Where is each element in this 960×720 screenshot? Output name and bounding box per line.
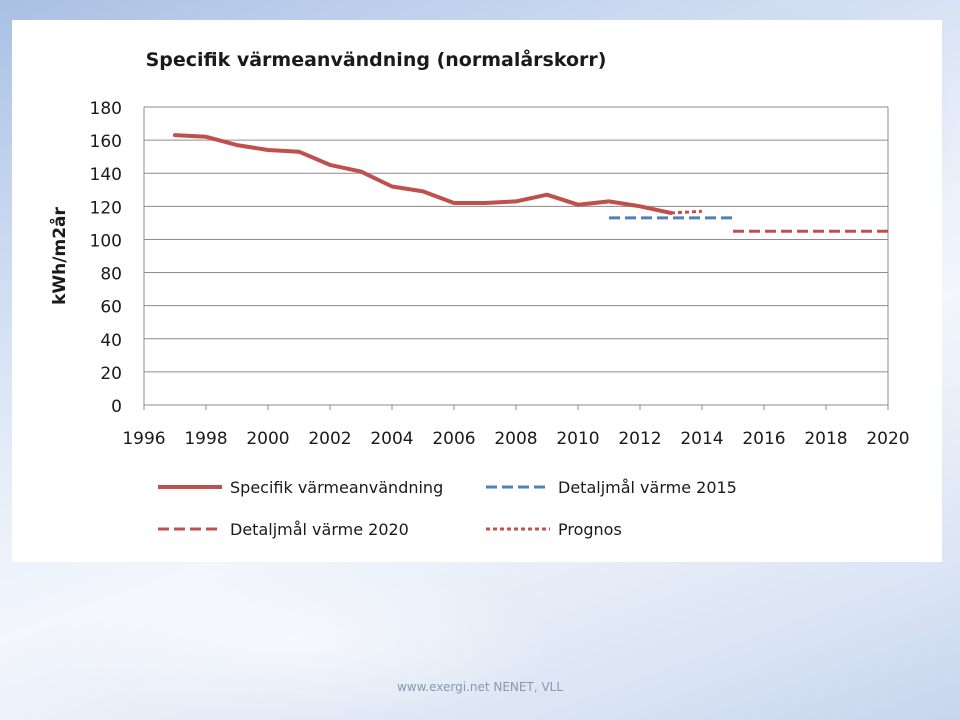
legend-label: Detaljmål värme 2020 [230, 520, 409, 539]
x-tick-label: 2004 [370, 429, 413, 449]
y-tick-label: 120 [90, 198, 122, 218]
chart-title: Specifik värmeanvändning (normalårskorr) [146, 47, 607, 71]
y-tick-label: 40 [100, 331, 122, 351]
y-axis-label: kWh/m2år [48, 207, 70, 305]
x-tick-label: 2008 [494, 429, 537, 449]
y-tick-label: 60 [100, 298, 122, 318]
x-tick-label: 2014 [680, 429, 723, 449]
x-tick-label: 2020 [866, 429, 909, 449]
y-tick-label: 20 [100, 364, 122, 384]
slide-footer: www.exergi.net NENET, VLL [396, 680, 564, 694]
y-tick-label: 0 [111, 397, 122, 417]
x-tick-label: 1996 [122, 429, 165, 449]
y-tick-label: 100 [90, 231, 122, 251]
y-tick-label: 160 [90, 132, 122, 152]
x-tick-label: 2012 [618, 429, 661, 449]
series-line [173, 133, 673, 215]
legend-label: Prognos [558, 520, 622, 539]
y-tick-label: 180 [90, 99, 122, 119]
x-tick-label: 2006 [432, 429, 475, 449]
line-chart: Specifik värmeanvändning (normalårskorr)… [48, 47, 910, 539]
x-tick-label: 2002 [308, 429, 351, 449]
legend-label: Detaljmål värme 2015 [558, 478, 737, 497]
series-line [670, 209, 703, 215]
x-tick-label: 2010 [556, 429, 599, 449]
x-tick-label: 2000 [246, 429, 289, 449]
chart-panel: Specifik värmeanvändning (normalårskorr)… [12, 20, 942, 562]
x-tick-label: 2016 [742, 429, 785, 449]
y-tick-label: 80 [100, 265, 122, 285]
x-tick-label: 2018 [804, 429, 847, 449]
x-tick-label: 1998 [184, 429, 227, 449]
legend-label: Specifik värmeanvändning [230, 478, 443, 497]
background-glow [40, 560, 560, 720]
y-tick-label: 140 [90, 165, 122, 185]
